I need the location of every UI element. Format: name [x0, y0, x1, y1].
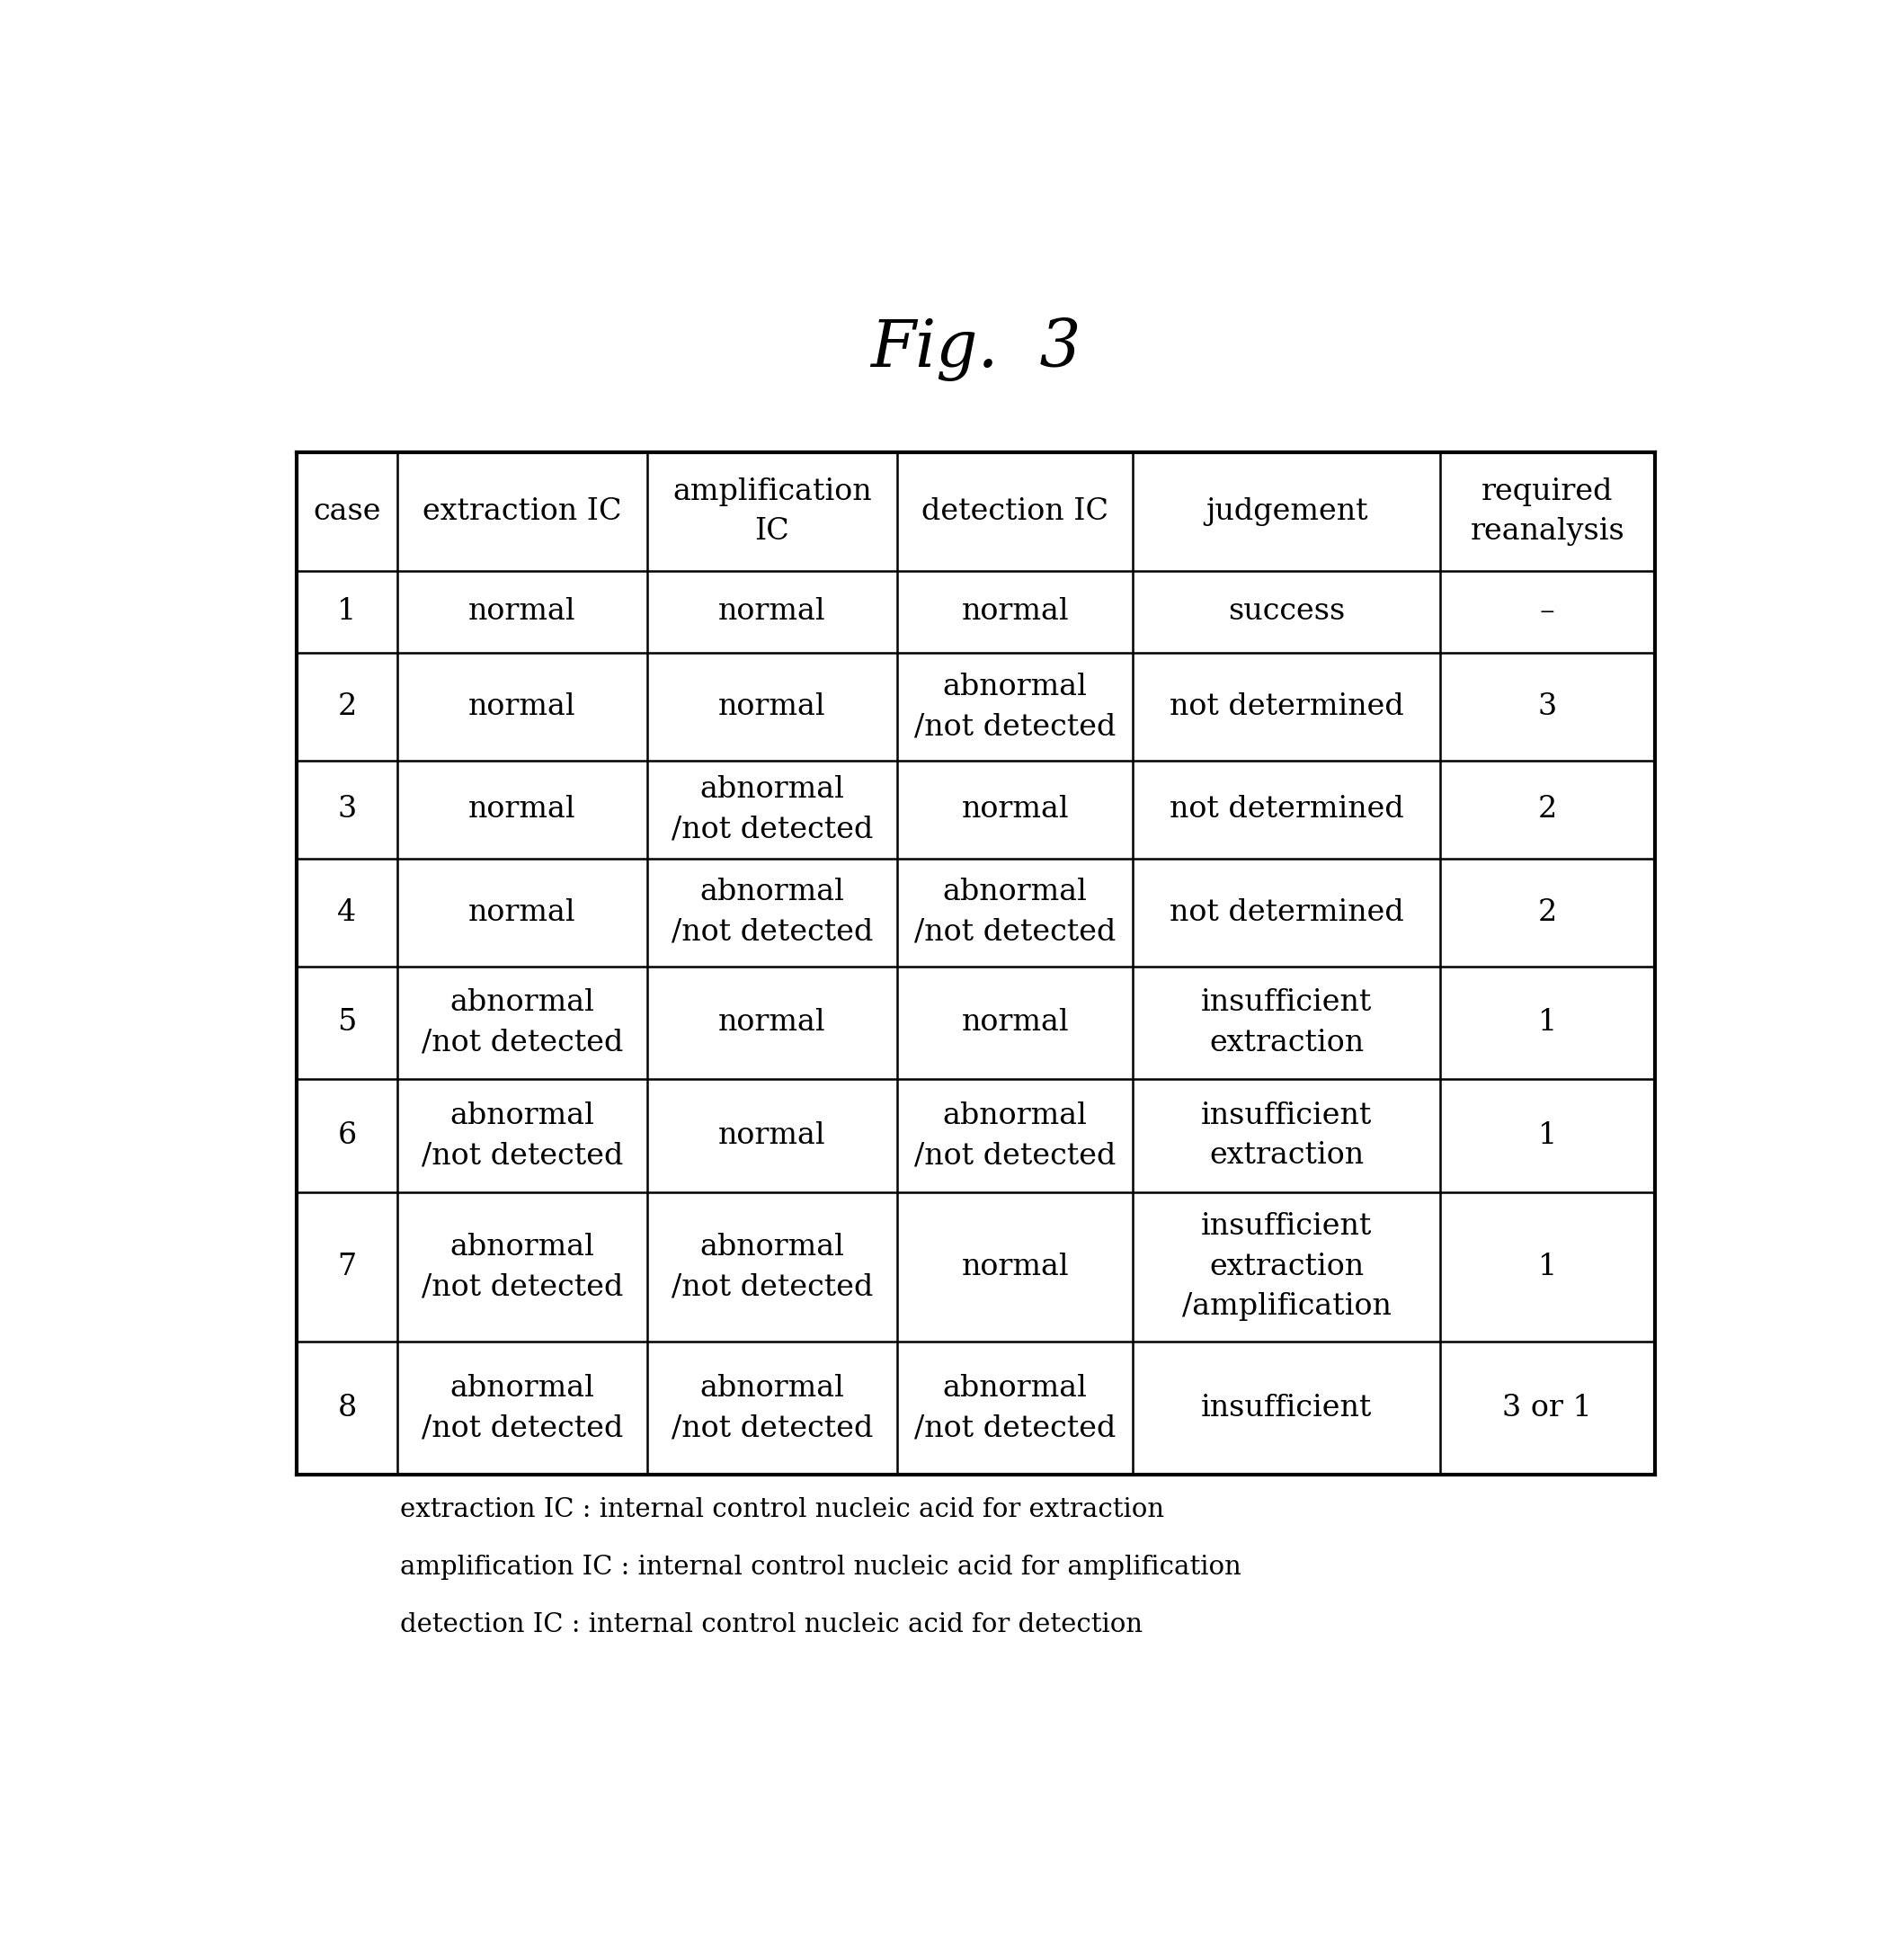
Text: Fig.  3: Fig. 3: [870, 316, 1081, 381]
Text: 1: 1: [1538, 1252, 1557, 1281]
Text: not determined: not determined: [1169, 693, 1403, 721]
Text: insufficient
extraction: insufficient extraction: [1201, 988, 1373, 1057]
Text: success: success: [1228, 598, 1344, 627]
Text: abnormal
/not detected: abnormal /not detected: [914, 672, 1116, 742]
Text: abnormal
/not detected: abnormal /not detected: [421, 1232, 623, 1301]
Text: abnormal
/not detected: abnormal /not detected: [672, 1232, 874, 1301]
Text: normal: normal: [962, 1252, 1068, 1281]
Text: 3 or 1: 3 or 1: [1502, 1394, 1592, 1422]
Text: 8: 8: [337, 1394, 356, 1422]
Text: 2: 2: [337, 693, 356, 721]
Text: case: case: [312, 498, 381, 525]
Text: normal: normal: [468, 693, 575, 721]
Text: amplification
IC: amplification IC: [672, 477, 872, 547]
Text: 6: 6: [337, 1121, 356, 1150]
Text: normal: normal: [718, 1121, 826, 1150]
Text: 2: 2: [1538, 898, 1557, 928]
Text: abnormal
/not detected: abnormal /not detected: [421, 1101, 623, 1170]
Text: 1: 1: [1538, 1008, 1557, 1037]
Text: 5: 5: [337, 1008, 356, 1037]
Text: abnormal
/not detected: abnormal /not detected: [914, 1373, 1116, 1443]
Text: abnormal
/not detected: abnormal /not detected: [421, 1373, 623, 1443]
Text: normal: normal: [468, 898, 575, 928]
Text: extraction IC: extraction IC: [423, 498, 621, 525]
Text: extraction IC : internal control nucleic acid for extraction: extraction IC : internal control nucleic…: [400, 1498, 1165, 1523]
Text: normal: normal: [718, 693, 826, 721]
Text: insufficient
extraction: insufficient extraction: [1201, 1101, 1373, 1170]
Text: abnormal
/not detected: abnormal /not detected: [672, 775, 874, 844]
Text: insufficient: insufficient: [1201, 1394, 1373, 1422]
Text: normal: normal: [962, 1008, 1068, 1037]
Text: normal: normal: [468, 598, 575, 627]
Text: 1: 1: [1538, 1121, 1557, 1150]
Text: not determined: not determined: [1169, 898, 1403, 928]
Text: insufficient
extraction
/amplification: insufficient extraction /amplification: [1182, 1213, 1392, 1322]
Text: 7: 7: [337, 1252, 356, 1281]
Text: –: –: [1540, 598, 1556, 627]
Text: 3: 3: [337, 795, 356, 824]
Text: detection IC: detection IC: [922, 498, 1108, 525]
Text: abnormal
/not detected: abnormal /not detected: [672, 1373, 874, 1443]
Text: detection IC : internal control nucleic acid for detection: detection IC : internal control nucleic …: [400, 1611, 1142, 1637]
Text: normal: normal: [962, 795, 1068, 824]
Text: 3: 3: [1538, 693, 1557, 721]
Text: abnormal
/not detected: abnormal /not detected: [914, 1101, 1116, 1170]
Text: normal: normal: [962, 598, 1068, 627]
Text: required
reanalysis: required reanalysis: [1470, 477, 1624, 547]
Text: normal: normal: [468, 795, 575, 824]
Text: abnormal
/not detected: abnormal /not detected: [672, 879, 874, 947]
Text: normal: normal: [718, 598, 826, 627]
Text: 4: 4: [337, 898, 356, 928]
Text: 2: 2: [1538, 795, 1557, 824]
Text: 1: 1: [337, 598, 356, 627]
Text: not determined: not determined: [1169, 795, 1403, 824]
Text: amplification IC : internal control nucleic acid for amplification: amplification IC : internal control nucl…: [400, 1555, 1241, 1580]
Text: normal: normal: [718, 1008, 826, 1037]
Text: judgement: judgement: [1205, 498, 1367, 525]
Text: abnormal
/not detected: abnormal /not detected: [421, 988, 623, 1057]
Text: abnormal
/not detected: abnormal /not detected: [914, 879, 1116, 947]
